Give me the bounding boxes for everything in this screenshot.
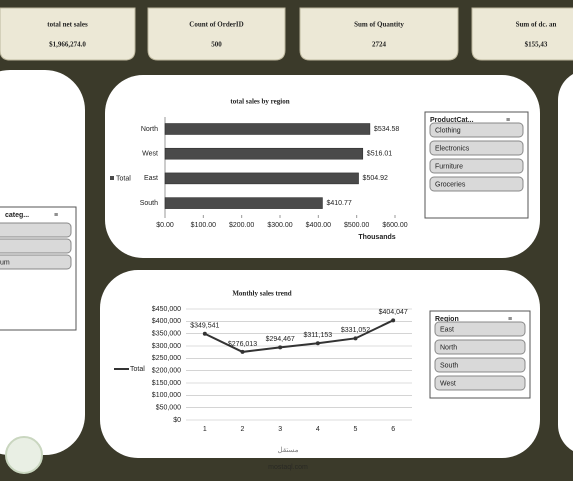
right-panel (558, 74, 573, 451)
y-tick-label: $350,000 (152, 331, 181, 338)
y-tick-label: $0 (173, 417, 181, 424)
slicer-item-label: North (440, 344, 457, 351)
y-tick-label: $400,000 (152, 318, 181, 325)
x-tick-label: $400.00 (306, 222, 331, 229)
slicer-item[interactable] (0, 238, 72, 254)
x-tick-label: $300.00 (267, 222, 292, 229)
slicer-title: categ... (5, 212, 29, 219)
x-tick-label: $500.00 (344, 222, 369, 229)
slicer-title: ProductCat... (430, 117, 474, 124)
bar (164, 197, 323, 209)
kpi-title: total net sales (47, 21, 88, 29)
x-tick-label: $100.00 (191, 222, 216, 229)
slicer-item-label: East (440, 326, 454, 333)
value-label: $294,467 (266, 336, 295, 343)
slicer-item[interactable] (429, 140, 524, 156)
kpi-card (0, 7, 136, 61)
bar (164, 172, 359, 185)
x-tick-label: 6 (391, 426, 395, 433)
y-tick-label: North (141, 126, 158, 133)
x-tick-label: $600.00 (382, 222, 407, 229)
bar (164, 123, 371, 135)
y-tick-label: $450,000 (152, 306, 181, 313)
kpi-value: 500 (211, 41, 222, 49)
x-tick-label: 1 (203, 426, 207, 433)
slicer-item-label: West (440, 380, 456, 387)
y-tick-label: $100,000 (152, 392, 181, 399)
watermark-logo (5, 436, 43, 474)
kpi-card (147, 7, 286, 61)
value-label: $349,541 (190, 323, 219, 330)
kpi-value: $155,43 (525, 41, 548, 49)
value-label: $504.92 (363, 175, 388, 182)
value-label: $404,047 (379, 309, 408, 316)
value-label: $410.77 (326, 200, 351, 207)
slicer-item-label: Clothing (435, 127, 461, 134)
y-tick-label: $200,000 (152, 368, 181, 375)
kpi-title: Count of OrderID (189, 21, 243, 29)
x-axis-label: Thousands (358, 234, 395, 241)
slicer-icon: ≡ (508, 316, 512, 323)
value-label: $311,153 (303, 332, 332, 339)
slicer-item-label: Electronics (435, 145, 470, 152)
point (353, 336, 358, 341)
x-tick-label: 2 (241, 426, 245, 433)
line (204, 319, 394, 353)
x-tick-label: 5 (354, 426, 358, 433)
y-tick-label: $150,000 (152, 380, 181, 387)
value-label: $331,052 (341, 327, 370, 334)
legend-swatch (110, 176, 114, 180)
y-tick-label: East (144, 175, 158, 182)
y-tick-label: $50,000 (156, 405, 181, 412)
slicer-item[interactable] (0, 222, 72, 238)
slicer-item[interactable] (434, 375, 526, 391)
value-label: $534.58 (374, 126, 399, 133)
slicer-item[interactable] (429, 158, 524, 174)
slicer-item[interactable] (434, 357, 526, 373)
legend-label: Total (130, 366, 145, 373)
slicer-item-label: um (0, 259, 10, 266)
x-tick-label: $0.00 (156, 222, 174, 229)
watermark: مستقل (278, 446, 299, 454)
chart-title: total sales by region (230, 98, 289, 106)
slicer-item[interactable] (429, 122, 524, 138)
point (240, 349, 245, 354)
point (391, 318, 396, 323)
x-tick-label: 4 (316, 426, 320, 433)
kpi-value: 2724 (372, 41, 387, 49)
value-label: $516.01 (367, 151, 392, 158)
slicer-item[interactable] (429, 176, 524, 192)
point (315, 341, 320, 346)
bar (164, 147, 364, 160)
slicer-item[interactable] (434, 321, 526, 337)
slicer-item[interactable] (434, 339, 526, 355)
x-tick-label: 3 (278, 426, 282, 433)
slicer-icon: ≡ (506, 117, 510, 124)
slicer-item-label: South (440, 362, 458, 369)
slicer-icon: ≡ (54, 212, 58, 219)
kpi-card (299, 7, 459, 61)
kpi-title: Sum of dc. an (516, 21, 557, 29)
y-tick-label: South (140, 200, 158, 207)
point (278, 345, 283, 350)
slicer-title: Region (435, 316, 459, 323)
kpi-title: Sum of Quantity (354, 21, 404, 29)
x-tick-label: $200.00 (229, 222, 254, 229)
point (202, 331, 207, 336)
y-tick-label: West (142, 151, 158, 158)
value-label: $276,013 (228, 341, 257, 348)
slicer-item-label: Furniture (435, 163, 463, 170)
y-tick-label: $300,000 (152, 343, 181, 350)
watermark: mostaql.com (268, 464, 308, 471)
slicer-item[interactable] (0, 254, 72, 270)
kpi-value: $1,966,274.0 (49, 41, 86, 49)
kpi-card (471, 7, 573, 61)
y-tick-label: $250,000 (152, 355, 181, 362)
slicer-item-label: Groceries (435, 181, 466, 188)
legend-label: Total (116, 175, 131, 182)
chart-title: Monthly sales trend (232, 290, 291, 298)
